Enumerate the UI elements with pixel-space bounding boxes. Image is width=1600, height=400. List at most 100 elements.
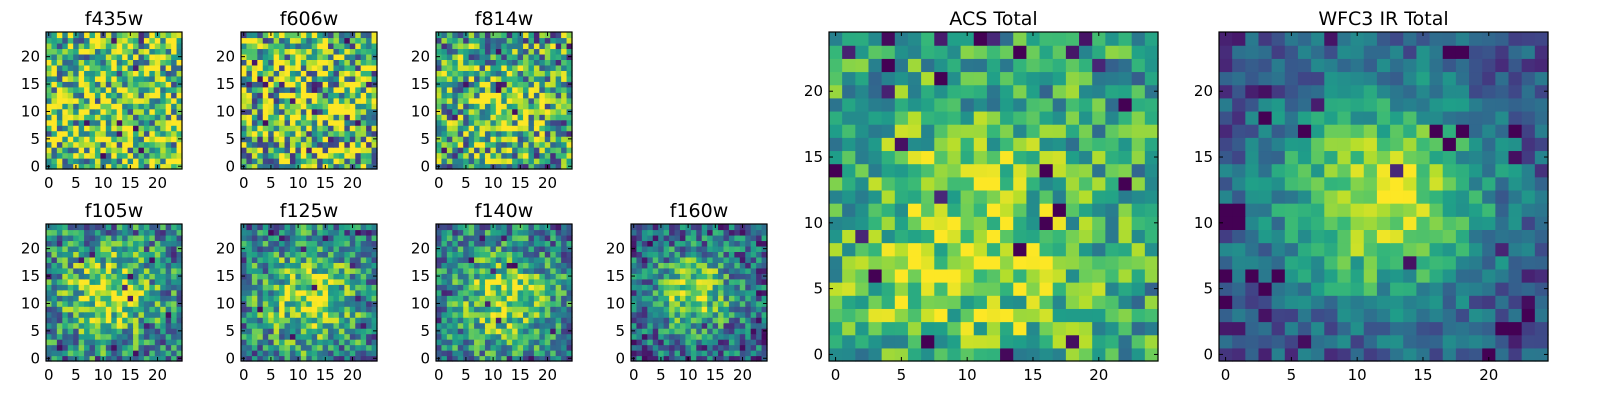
heatmap-cell (555, 344, 562, 351)
heatmap-cell (523, 256, 530, 263)
heatmap-cell (100, 114, 107, 121)
heatmap-cell (94, 350, 101, 357)
heatmap-cell (436, 322, 443, 329)
heatmap-cell (289, 53, 296, 60)
heatmap-cell (555, 224, 562, 231)
heatmap-cell (479, 59, 486, 66)
heatmap-cell (734, 311, 741, 318)
heatmap-cell (631, 306, 638, 313)
heatmap-cell (457, 86, 464, 93)
heatmap-cell (1105, 347, 1120, 362)
y-tick-label: 10 (21, 294, 40, 312)
heatmap-cell (262, 240, 269, 247)
heatmap-cell (328, 284, 335, 291)
heatmap-cell (338, 108, 345, 115)
heatmap-cell (479, 86, 486, 93)
heatmap-cell (544, 344, 551, 351)
heatmap-cell (51, 322, 58, 329)
heatmap-cell (89, 344, 96, 351)
heatmap-cell (56, 119, 63, 126)
heatmap-cell (176, 48, 183, 55)
heatmap-cell (479, 256, 486, 263)
heatmap-cell (246, 42, 253, 50)
heatmap-cell (78, 256, 85, 263)
heatmap-cell (734, 289, 741, 296)
heatmap-cell (73, 267, 80, 274)
heatmap-cell (349, 278, 356, 285)
heatmap-cell (94, 141, 101, 148)
heatmap-cell (452, 75, 459, 82)
heatmap-cell (561, 311, 568, 318)
heatmap-cell (241, 147, 248, 154)
heatmap-cell (78, 317, 85, 324)
heatmap-cell (539, 163, 546, 170)
heatmap-cell (436, 306, 443, 313)
heatmap-cell (441, 273, 448, 280)
heatmap-cell (133, 284, 140, 291)
heatmap-cell (550, 48, 557, 55)
heatmap-cell (160, 64, 167, 71)
heatmap-cell (84, 229, 91, 236)
heatmap-cell (84, 311, 91, 318)
heatmap-cell (171, 119, 178, 126)
heatmap-cell (1039, 347, 1054, 362)
heatmap-cell (262, 306, 269, 313)
heatmap-cell (495, 119, 502, 126)
heatmap-cell (701, 339, 708, 346)
heatmap-cell (311, 37, 318, 44)
heatmap-cell (355, 64, 362, 71)
heatmap-cell (56, 141, 63, 148)
heatmap-cell (561, 158, 568, 165)
heatmap-cell (295, 322, 302, 329)
heatmap-cell (506, 42, 513, 50)
heatmap-cell (78, 229, 85, 236)
heatmap-cell (1039, 308, 1054, 323)
heatmap-cell (311, 130, 318, 137)
heatmap-cell (441, 234, 448, 242)
heatmap-cell (349, 125, 356, 132)
heatmap-cell (463, 141, 470, 148)
heatmap-cell (116, 86, 123, 93)
heatmap-cell (311, 300, 318, 307)
heatmap-cell (544, 97, 551, 104)
heatmap-cell (457, 147, 464, 154)
x-tick-label: 5 (266, 174, 276, 192)
heatmap-cell (268, 300, 275, 307)
heatmap-cell (658, 251, 665, 258)
heatmap-cell (739, 289, 746, 296)
heatmap-cell (67, 147, 74, 154)
heatmap-cell (718, 306, 725, 313)
heatmap-cell (338, 224, 345, 231)
heatmap-cell (550, 306, 557, 313)
heatmap-cell (284, 136, 291, 143)
heatmap-cell (701, 245, 708, 252)
heatmap-cell (171, 141, 178, 148)
heatmap-cell (338, 289, 345, 296)
heatmap-cell (133, 333, 140, 340)
heatmap-cell (550, 224, 557, 231)
heatmap-cell (501, 311, 508, 318)
heatmap-cell (495, 147, 502, 154)
heatmap-cell (111, 295, 118, 302)
heatmap-cell (523, 245, 530, 252)
heatmap-cell (306, 344, 313, 351)
heatmap-cell (636, 300, 643, 307)
heatmap-cell (360, 59, 367, 66)
heatmap-cell (317, 350, 324, 357)
heatmap-cell (133, 300, 140, 307)
heatmap-cell (89, 350, 96, 357)
heatmap-cell (555, 37, 562, 44)
heatmap-cell (100, 251, 107, 258)
heatmap-cell (512, 278, 519, 285)
heatmap-cell (881, 176, 896, 191)
heatmap-cell (56, 234, 63, 242)
heatmap-cell (690, 328, 697, 335)
heatmap-cell (647, 273, 654, 280)
heatmap-cell (333, 32, 340, 39)
heatmap-cell (1039, 150, 1054, 165)
heatmap-cell (251, 163, 258, 170)
heatmap-cell (84, 119, 91, 126)
heatmap-cell (523, 147, 530, 154)
heatmap-cell (457, 48, 464, 55)
heatmap-cell (452, 136, 459, 143)
